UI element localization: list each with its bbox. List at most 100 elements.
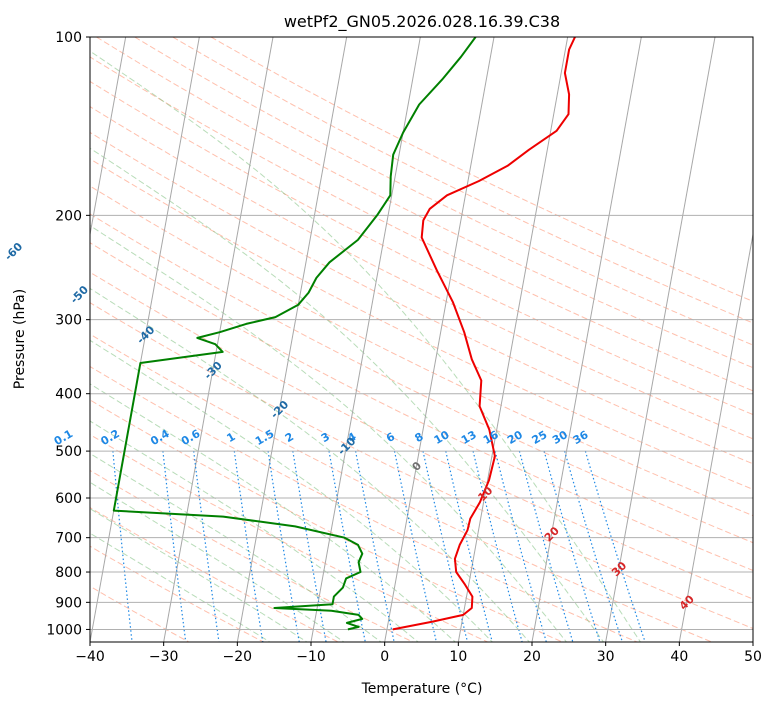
y-tick-label: 800 [55, 565, 82, 581]
isotherm [752, 639, 753, 642]
isotherm-label: 10 [475, 484, 495, 504]
mixing-ratio-line [472, 450, 523, 642]
moist-adiabat [90, 420, 419, 642]
isotherm [90, 37, 127, 238]
dry-adiabat [90, 302, 753, 630]
mixing-ratio-label: 10 [432, 428, 452, 447]
mixing-ratio-line [564, 450, 623, 642]
mixing-ratio-label: 30 [550, 428, 570, 447]
mixing-ratio-line [445, 450, 493, 642]
isotherm [605, 37, 716, 642]
mixing-ratio-line [66, 451, 82, 644]
isotherm-label: -20 [268, 398, 291, 421]
mixing-ratio-label: 36 [571, 428, 591, 447]
mixing-ratio-line [494, 450, 547, 642]
moist-adiabat [90, 339, 494, 642]
mixing-ratio-label: 0.4 [148, 427, 172, 448]
mixing-ratio-line [112, 451, 133, 642]
x-tick-label: −40 [75, 649, 105, 665]
dry-adiabat [172, 37, 753, 324]
moist-adiabat [90, 147, 605, 642]
moist-adiabat [90, 452, 382, 642]
dewpoint-line [112, 37, 477, 631]
y-tick-label: 100 [55, 30, 82, 46]
dry-adiabat [90, 213, 753, 544]
mixing-ratio-label: 25 [530, 428, 550, 447]
background-lines [0, 10, 753, 645]
mixing-ratio-label: 13 [459, 428, 479, 447]
isotherm-label: -40 [134, 323, 157, 346]
chart-title: wetPf2_GN05.2026.028.16.39.C38 [284, 12, 560, 32]
moist-adiabat [90, 224, 568, 642]
x-tick-label: 10 [449, 649, 467, 665]
dry-adiabat [134, 37, 753, 346]
mixing-ratio-label: 3 [319, 430, 332, 445]
dry-adiabat [90, 185, 753, 517]
mixing-ratio-line [328, 450, 366, 642]
y-tick-label: 400 [55, 387, 82, 403]
isotherm [163, 37, 274, 642]
isotherm [384, 37, 495, 642]
dry-adiabat [90, 80, 753, 416]
dry-adiabat [90, 545, 265, 642]
isotherm [531, 37, 642, 642]
mixing-ratio-line [162, 451, 187, 642]
dry-adiabat [90, 434, 489, 642]
dry-adiabat [90, 333, 714, 642]
sounding-lines [112, 37, 576, 631]
dry-adiabat [90, 158, 753, 490]
dry-adiabat [90, 365, 639, 642]
dry-adiabat [90, 399, 564, 642]
plot-frame [89, 36, 754, 643]
dry-adiabat [90, 56, 753, 392]
y-tick-label: 600 [55, 491, 82, 507]
isotherm [90, 37, 200, 642]
isotherm [236, 37, 348, 642]
isotherm [678, 231, 753, 642]
mixing-ratio-line [193, 451, 220, 642]
temperature-line [392, 37, 576, 631]
x-tick-label: 50 [744, 649, 762, 665]
mixing-ratio-line [422, 450, 469, 642]
moist-adiabat [90, 287, 531, 642]
isotherm-label: 40 [677, 592, 697, 612]
mixing-ratio-label: 6 [384, 430, 397, 445]
mixing-ratio-label: 0.2 [98, 427, 121, 448]
isotherm-label: 30 [609, 559, 629, 579]
mixing-ratio-line [543, 450, 601, 642]
mixing-ratio-line [393, 450, 438, 642]
isotherm-label: -50 [68, 283, 91, 306]
dry-adiabat [90, 131, 753, 465]
y-tick-label: 200 [55, 208, 82, 224]
dry-adiabat [90, 271, 753, 600]
x-axis-title: Temperature (°C) [361, 681, 483, 697]
moist-adiabat [90, 481, 345, 642]
moist-adiabat [90, 383, 456, 642]
y-tick-label: 700 [55, 531, 82, 547]
isotherm-label: -60 [2, 240, 25, 263]
axes: −40 −30 −20 −10 0 10 20 30 40 5010020030040050060… [46, 30, 762, 665]
y-tick-label: 500 [55, 444, 82, 460]
line-labels: 0.10.20.40.611.52346810131620253036-100-… [2, 240, 697, 613]
dry-adiabat [90, 106, 753, 440]
x-tick-label: 40 [670, 649, 688, 665]
isotherm [0, 10, 57, 645]
mixing-ratio-line [355, 450, 395, 642]
y-axis-title: Pressure (hPa) [12, 289, 28, 389]
isotherm [310, 37, 421, 642]
mixing-ratio-label: 20 [505, 428, 525, 447]
x-tick-label: −30 [149, 649, 179, 665]
y-tick-label: 300 [55, 313, 82, 329]
mixing-ratio-line [233, 451, 264, 642]
mixing-ratio-line [584, 450, 646, 642]
y-tick-label: 1000 [46, 622, 82, 638]
mixing-ratio-line [267, 451, 300, 642]
x-tick-label: −20 [223, 649, 253, 665]
mixing-ratio-label: 2 [283, 430, 296, 445]
reference-curve [0, 37, 59, 644]
isotherm [457, 37, 569, 642]
mixing-ratio-line [518, 450, 574, 642]
dry-adiabat [90, 242, 753, 571]
mixing-ratio-label: 8 [412, 430, 425, 445]
